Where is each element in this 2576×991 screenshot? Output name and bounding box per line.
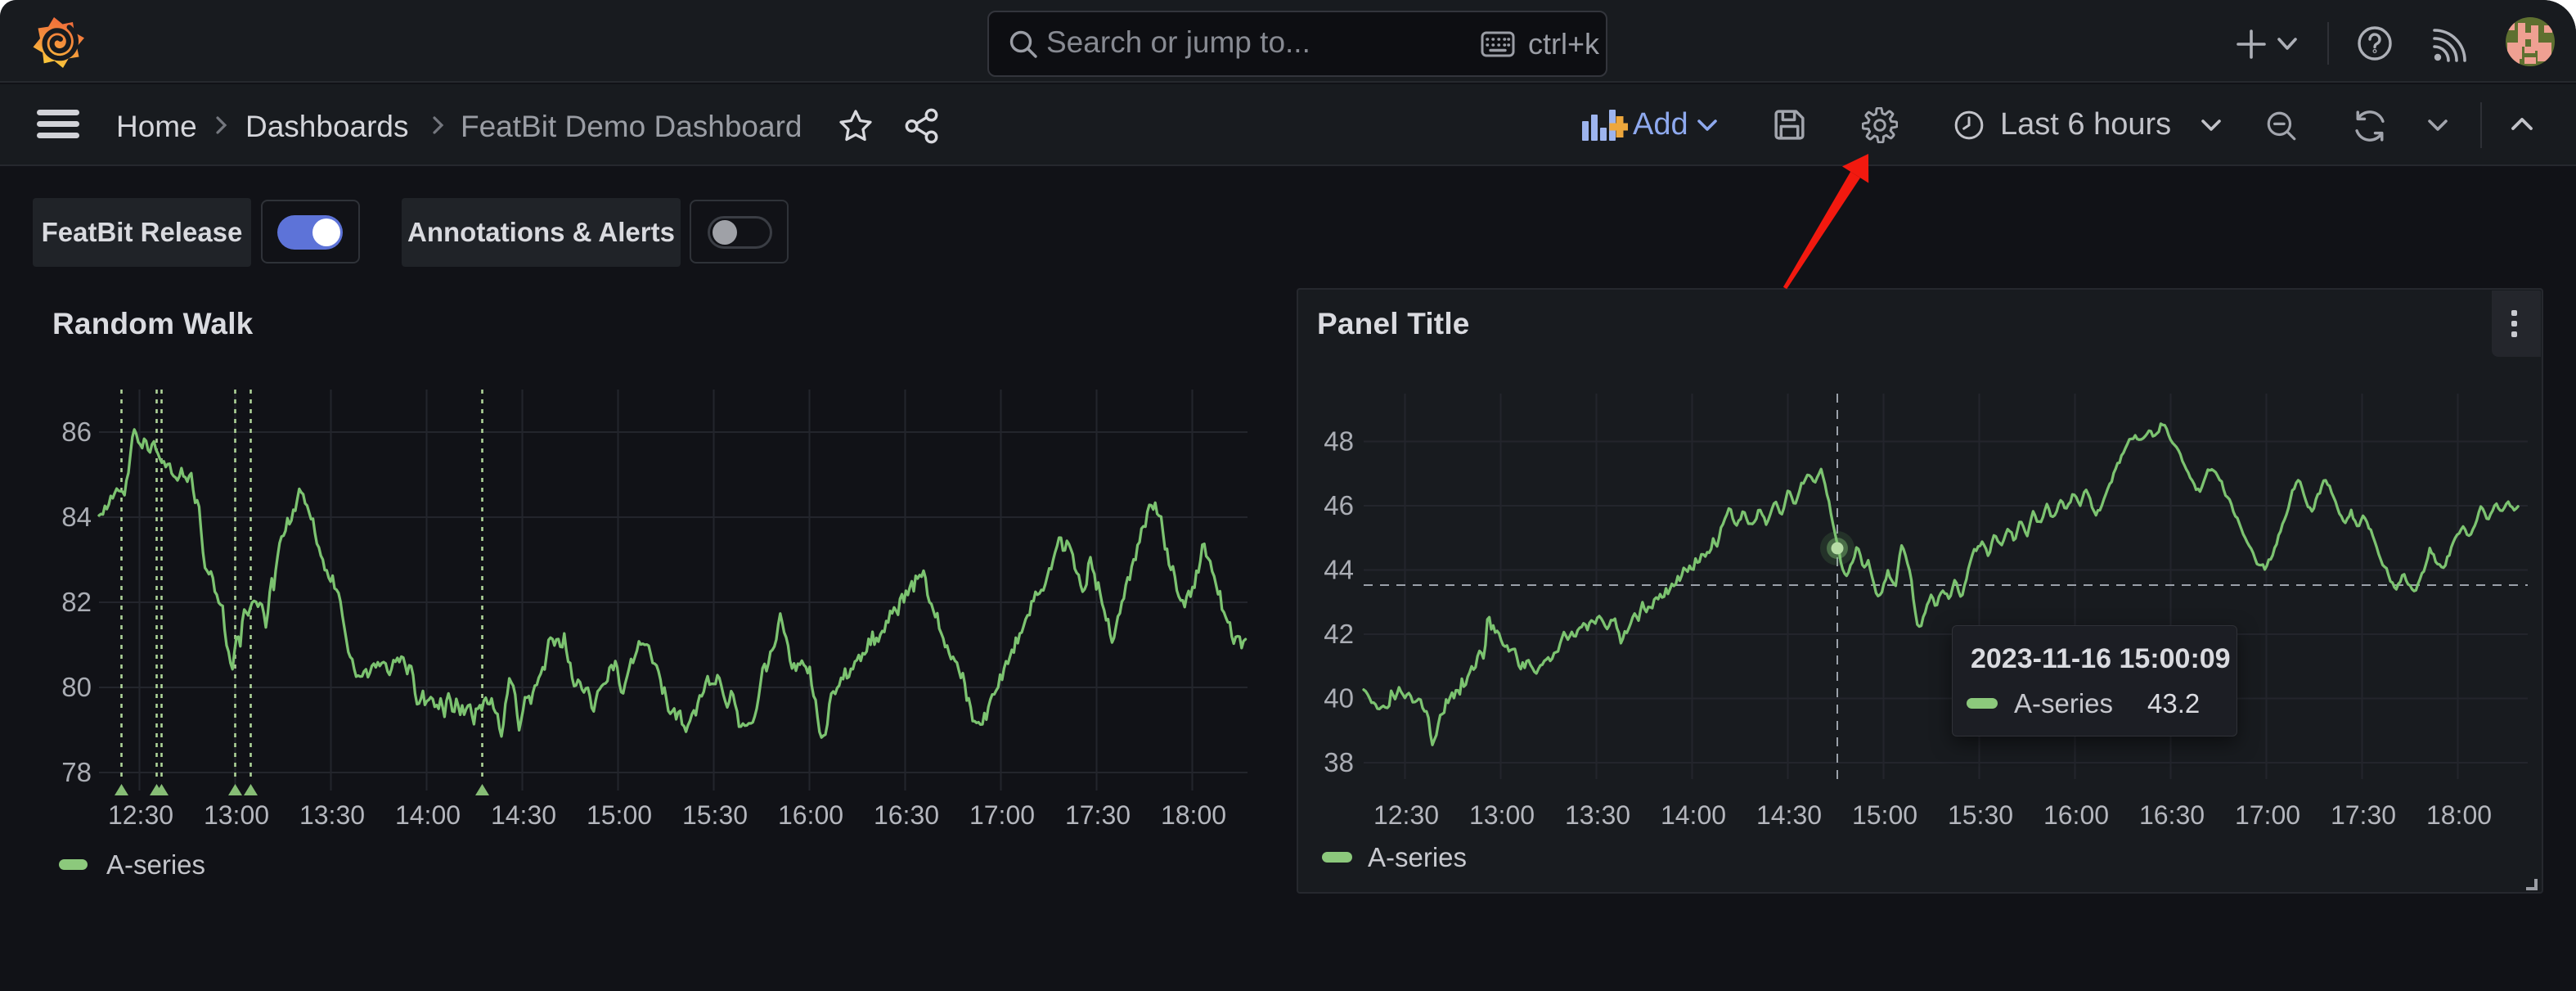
svg-text:14:00: 14:00 bbox=[395, 800, 461, 830]
svg-text:14:30: 14:30 bbox=[491, 800, 556, 830]
svg-text:80: 80 bbox=[61, 672, 92, 702]
svg-text:17:00: 17:00 bbox=[969, 800, 1035, 830]
svg-text:86: 86 bbox=[61, 417, 92, 447]
svg-text:A-series: A-series bbox=[106, 849, 205, 880]
svg-text:13:30: 13:30 bbox=[299, 800, 365, 830]
svg-text:17:30: 17:30 bbox=[1065, 800, 1131, 830]
svg-text:15:30: 15:30 bbox=[682, 800, 748, 830]
svg-text:13:00: 13:00 bbox=[204, 800, 269, 830]
svg-text:16:30: 16:30 bbox=[874, 800, 939, 830]
svg-text:18:00: 18:00 bbox=[1161, 800, 1226, 830]
svg-text:84: 84 bbox=[61, 502, 92, 532]
svg-text:78: 78 bbox=[61, 757, 92, 787]
svg-text:12:30: 12:30 bbox=[108, 800, 173, 830]
svg-text:16:00: 16:00 bbox=[778, 800, 843, 830]
svg-text:82: 82 bbox=[61, 587, 92, 617]
svg-text:15:00: 15:00 bbox=[587, 800, 652, 830]
